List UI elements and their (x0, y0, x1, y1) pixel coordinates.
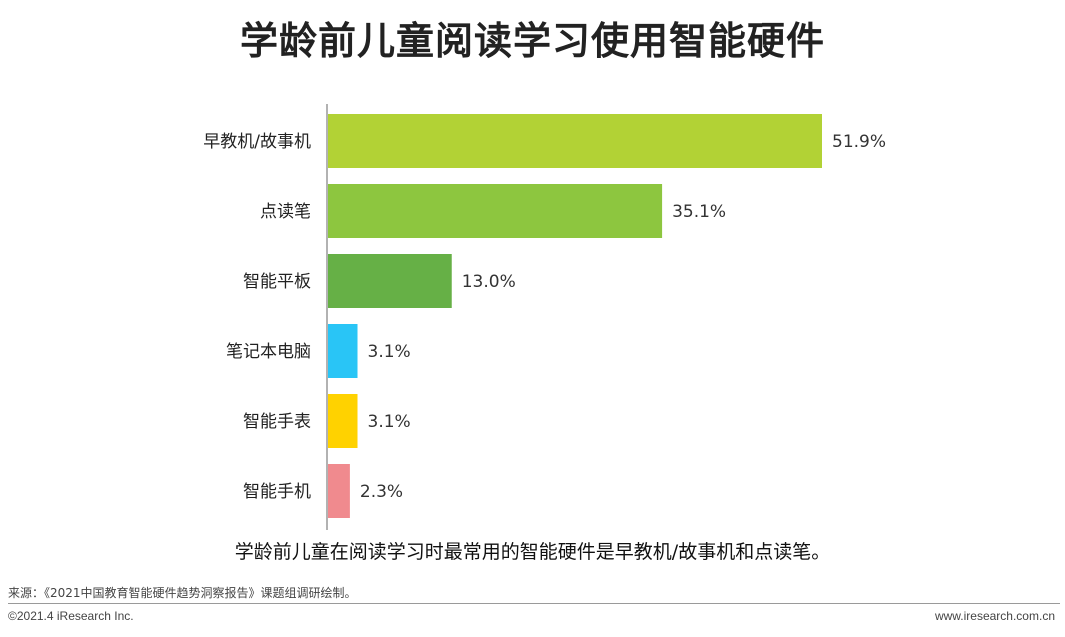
bar (328, 324, 358, 378)
footer-divider (8, 603, 1060, 604)
chart-subtitle: 学龄前儿童在阅读学习时最常用的智能硬件是早教机/故事机和点读笔。 (234, 541, 831, 563)
category-label: 智能手表 (243, 412, 311, 432)
value-label: 35.1% (672, 202, 726, 222)
bar (328, 114, 822, 168)
bar (328, 254, 452, 308)
bar (328, 184, 663, 238)
value-label: 51.9% (832, 132, 886, 152)
category-label: 早教机/故事机 (203, 132, 311, 152)
bar-chart: 早教机/故事机 51.9% 点读笔 35.1% 智能平板 13.0% 笔记本电脑 3.1% 智能… (203, 104, 886, 530)
value-label: 3.1% (368, 412, 411, 432)
category-label: 点读笔 (260, 202, 311, 222)
category-label: 笔记本电脑 (226, 342, 311, 362)
website-text: www.iresearch.com.cn (934, 609, 1055, 623)
value-label: 13.0% (462, 272, 516, 292)
value-label: 3.1% (368, 342, 411, 362)
copyright-text: ©2021.4 iResearch Inc. (8, 609, 134, 623)
bar (328, 464, 350, 518)
category-label: 智能手机 (243, 482, 311, 502)
value-label: 2.3% (360, 482, 403, 502)
source-note: 来源：《2021中国教育智能硬件趋势洞察报告》课题组调研绘制。 (8, 586, 357, 600)
category-label: 智能平板 (243, 272, 311, 292)
chart-title: 学龄前儿童阅读学习使用智能硬件 (239, 19, 825, 63)
bar (328, 394, 358, 448)
